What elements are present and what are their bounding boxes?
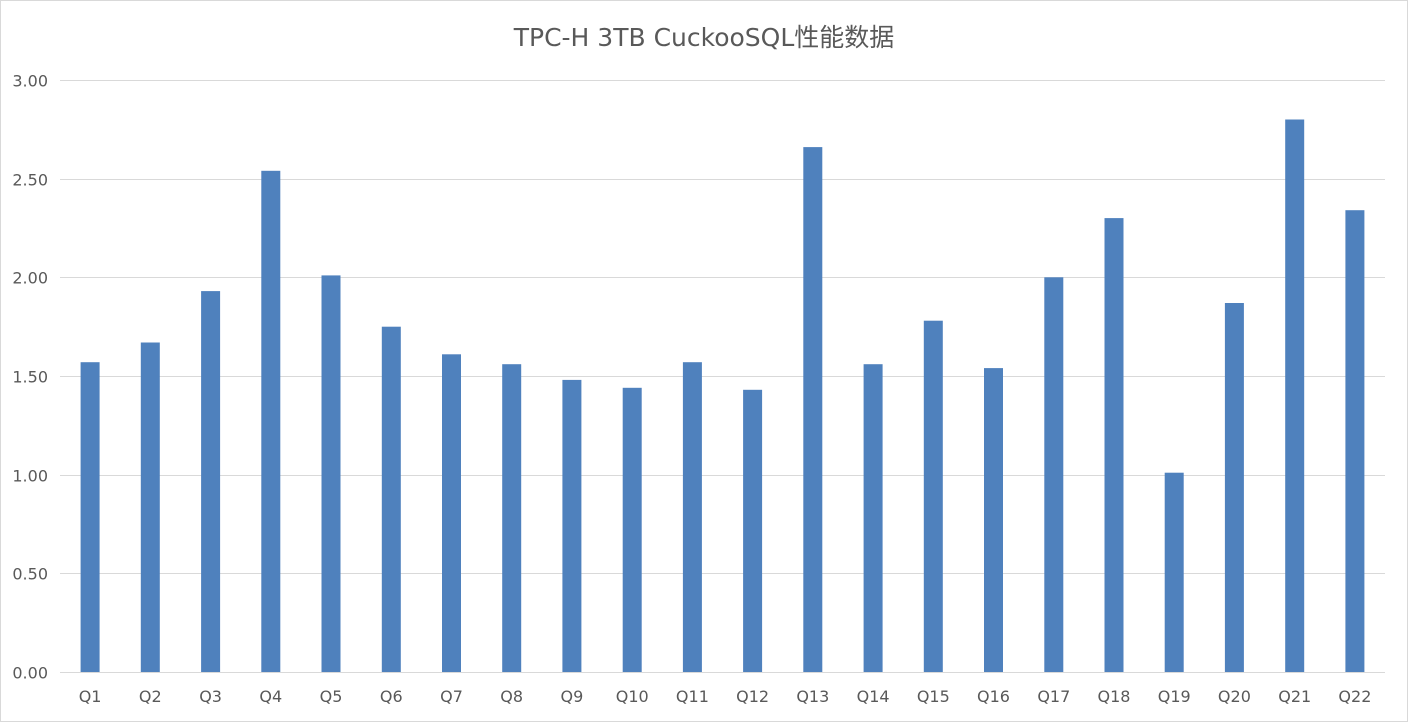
x-tick-label: Q11	[676, 687, 709, 706]
bar-q7	[442, 354, 461, 672]
x-tick-label: Q18	[1098, 687, 1131, 706]
bars	[80, 119, 1365, 673]
x-tick-label: Q13	[796, 687, 829, 706]
chart-title: TPC-H 3TB CuckooSQL性能数据	[513, 23, 895, 52]
x-tick-label: Q12	[736, 687, 769, 706]
x-tick-label: Q20	[1218, 687, 1251, 706]
y-axis-ticks: 0.00 0.50 1.00 1.50 2.00 2.50 3.00	[12, 72, 48, 683]
x-tick-label: Q1	[79, 687, 102, 706]
bar-q8	[502, 364, 522, 672]
y-tick-label: 1.00	[12, 467, 48, 486]
x-tick-label: Q8	[500, 687, 523, 706]
bar-q22	[1345, 210, 1365, 672]
x-tick-label: Q4	[259, 687, 282, 706]
x-axis-ticks: Q1 Q2 Q3 Q4 Q5 Q6 Q7 Q8 Q9 Q10 Q11 Q12 Q13 Q14 Q15 Q16 Q…	[79, 687, 1372, 706]
bar-q3	[201, 291, 221, 672]
y-tick-label: 3.00	[12, 72, 48, 91]
bar-q14	[863, 364, 883, 672]
x-tick-label: Q19	[1158, 687, 1191, 706]
bar-q5	[321, 275, 341, 672]
bar-q13	[803, 147, 823, 673]
bar-q16	[984, 368, 1003, 672]
x-tick-label: Q6	[380, 687, 403, 706]
bar-q12	[743, 389, 763, 672]
x-tick-label: Q10	[616, 687, 649, 706]
x-tick-label: Q3	[199, 687, 222, 706]
y-tick-label: 1.50	[12, 368, 48, 387]
bar-q21	[1285, 119, 1305, 672]
y-tick-label: 2.00	[12, 269, 48, 288]
x-tick-label: Q21	[1278, 687, 1311, 706]
x-tick-label: Q16	[977, 687, 1010, 706]
x-tick-label: Q5	[320, 687, 343, 706]
bar-q6	[381, 326, 401, 672]
bar-q19	[1164, 472, 1184, 672]
x-tick-label: Q2	[139, 687, 162, 706]
bar-q4	[261, 170, 281, 673]
bar-q15	[923, 320, 943, 672]
x-tick-label: Q17	[1037, 687, 1070, 706]
x-tick-label: Q15	[917, 687, 950, 706]
bar-q11	[682, 362, 702, 672]
x-tick-label: Q7	[440, 687, 463, 706]
bar-q17	[1044, 277, 1064, 672]
y-tick-label: 0.50	[12, 565, 48, 584]
y-tick-label: 0.00	[12, 664, 48, 683]
x-tick-label: Q9	[561, 687, 584, 706]
bar-q10	[622, 387, 642, 672]
x-tick-label: Q22	[1338, 687, 1371, 706]
bar-q20	[1224, 303, 1244, 672]
bar-q1	[80, 362, 100, 672]
grid-lines	[60, 80, 1385, 673]
bar-q2	[140, 342, 160, 672]
bar-q9	[562, 379, 582, 672]
y-tick-label: 2.50	[12, 171, 48, 190]
x-tick-label: Q14	[857, 687, 890, 706]
bar-q18	[1104, 218, 1124, 672]
